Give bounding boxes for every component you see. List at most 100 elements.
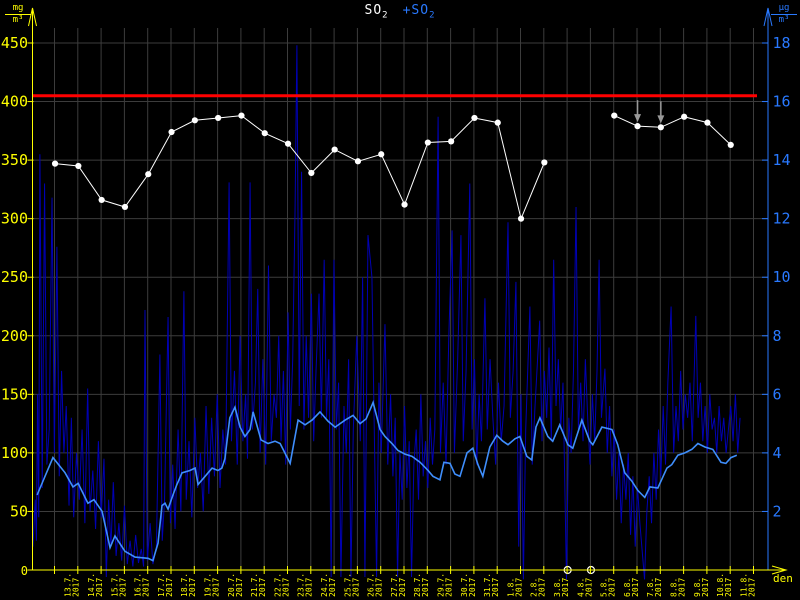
x-axis-date-text: 10.8.2017 [716, 573, 733, 597]
daily-mean-marker [378, 151, 385, 158]
x-axis-date-label: 21.7.2017 [250, 573, 267, 597]
daily-mean-marker [331, 146, 338, 153]
x-axis-date-text: 19.7.2017 [204, 573, 221, 597]
right-axis-arrow-icon [763, 7, 773, 27]
x-axis-date-label: 22.7.2017 [273, 573, 290, 597]
x-axis-date-label: 13.7.2017 [64, 573, 81, 597]
right-axis-tick-label: 14 [773, 151, 791, 169]
x-axis-date-text: 30.7.2017 [460, 573, 477, 597]
x-axis-date-label: 7.8.2017 [646, 578, 663, 597]
x-axis-date-text: 15.7.2017 [110, 573, 127, 597]
x-axis-arrow-icon [771, 565, 788, 575]
x-axis-date-text: 14.7.2017 [87, 573, 104, 597]
x-axis-date-text: 26.7.2017 [367, 573, 384, 597]
floating-average-line [36, 400, 738, 562]
x-axis-date-label: 16.7.2017 [134, 573, 151, 597]
x-axis-date-text: 29.7.2017 [437, 573, 454, 597]
daily-mean-marker [448, 138, 455, 145]
daily-mean-marker [681, 113, 688, 120]
x-axis-date-text: 27.7.2017 [390, 573, 407, 597]
right-axis-tick-label: 18 [773, 34, 791, 52]
daily-mean-marker [308, 169, 315, 177]
x-axis-date-text: 5.8.2017 [600, 578, 617, 597]
x-axis-date-label: 18.7.2017 [180, 573, 197, 597]
flag-arrow-icon [634, 114, 642, 123]
x-axis-date-label: 19.7.2017 [204, 573, 221, 597]
x-axis-date-label: 6.8.2017 [623, 578, 640, 597]
x-axis-date-label: 10.8.2017 [716, 573, 733, 597]
x-axis-date-label: 15.7.2017 [110, 573, 127, 597]
left-axis-tick-label: 0 [21, 564, 28, 578]
x-axis-date-text: 8.8.2017 [670, 578, 687, 597]
daily-mean-marker [354, 158, 362, 165]
x-axis-date-text: 9.8.2017 [693, 578, 710, 597]
x-axis-date-label: 30.7.2017 [460, 573, 477, 597]
left-axis-tick-label: 150 [1, 385, 28, 403]
daily-mean-marker [727, 141, 734, 148]
x-axis-date-label: 28.7.2017 [413, 573, 430, 597]
x-axis-date-text: 18.7.2017 [180, 573, 197, 597]
daily-mean-marker [145, 171, 152, 178]
x-axis-date-text: 3.8.2017 [553, 578, 570, 597]
chart-title: SO2 +SO2 [0, 3, 800, 21]
legend-series2-label: +SO2 [402, 3, 436, 21]
x-axis-unit-label: den [773, 572, 793, 585]
x-axis-date-label: 20.7.2017 [227, 573, 244, 597]
x-axis-date-label: 25.7.2017 [343, 573, 360, 597]
right-axis-tick-label: 16 [773, 93, 791, 111]
x-axis-date-text: 31.7.2017 [483, 573, 500, 597]
x-axis-date-text: 1.8.2017 [506, 578, 523, 597]
left-axis-unit-label: mg m³ [5, 3, 31, 26]
daily-mean-marker [517, 215, 525, 222]
x-axis-date-text: 16.7.2017 [134, 573, 151, 597]
left-axis-tick-label: 50 [10, 502, 28, 520]
x-axis-date-text: 24.7.2017 [320, 573, 337, 597]
daily-mean-marker [75, 162, 82, 170]
left-axis-tick-label: 250 [1, 268, 28, 286]
x-axis-date-label: 8.8.2017 [670, 578, 687, 597]
daily-mean-marker [51, 160, 59, 167]
x-axis-date-label: 23.7.2017 [297, 573, 314, 597]
daily-mean-marker [494, 119, 501, 126]
right-axis-tick-label: 2 [773, 502, 782, 520]
x-axis-date-label: 27.7.2017 [390, 573, 407, 597]
x-axis-date-text: 7.8.2017 [646, 578, 663, 597]
x-axis-date-label: 5.8.2017 [600, 578, 617, 597]
x-axis-date-label: 14.7.2017 [87, 573, 104, 597]
x-axis-date-text: 28.7.2017 [413, 573, 430, 597]
x-axis-date-text: 6.8.2017 [623, 578, 640, 597]
daily-mean-marker [98, 196, 105, 204]
left-axis-tick-label: 400 [1, 93, 28, 111]
x-axis-date-text: 2.8.2017 [530, 578, 547, 597]
x-axis-date-text: 25.7.2017 [343, 573, 360, 597]
x-axis-date-text: 22.7.2017 [273, 573, 290, 597]
daily-mean-marker [284, 140, 292, 147]
daily-mean-marker [657, 124, 664, 131]
left-axis-tick-label: 100 [1, 444, 28, 462]
right-axis-tick-label: 6 [773, 385, 782, 403]
daily-mean-marker [424, 139, 431, 146]
daily-mean-marker [121, 203, 129, 211]
left-axis-tick-label: 300 [1, 210, 28, 228]
daily-mean-marker [634, 123, 641, 130]
daily-mean-marker [238, 112, 245, 119]
flag-arrow-icon [657, 115, 665, 124]
right-axis-tick-label: 12 [773, 210, 791, 228]
ten-min-series-line [32, 45, 741, 580]
daily-mean-marker [261, 130, 268, 137]
x-axis-date-text: 21.7.2017 [250, 573, 267, 597]
daily-mean-marker [611, 112, 618, 119]
x-axis-date-label: 11.8.2017 [739, 573, 756, 597]
x-axis-date-label: 17.7.2017 [157, 573, 174, 597]
daily-mean-line [54, 115, 545, 221]
x-axis-date-text: 13.7.2017 [64, 573, 81, 597]
x-axis-date-label: 4.8.2017 [576, 578, 593, 597]
daily-mean-marker [471, 114, 478, 122]
right-axis-tick-label: 10 [773, 268, 791, 286]
left-axis-arrow-icon [28, 7, 37, 27]
right-axis-tick-label: 8 [773, 327, 782, 345]
daily-mean-marker [541, 159, 548, 166]
right-axis-unit-label: µg m³ [771, 3, 797, 26]
